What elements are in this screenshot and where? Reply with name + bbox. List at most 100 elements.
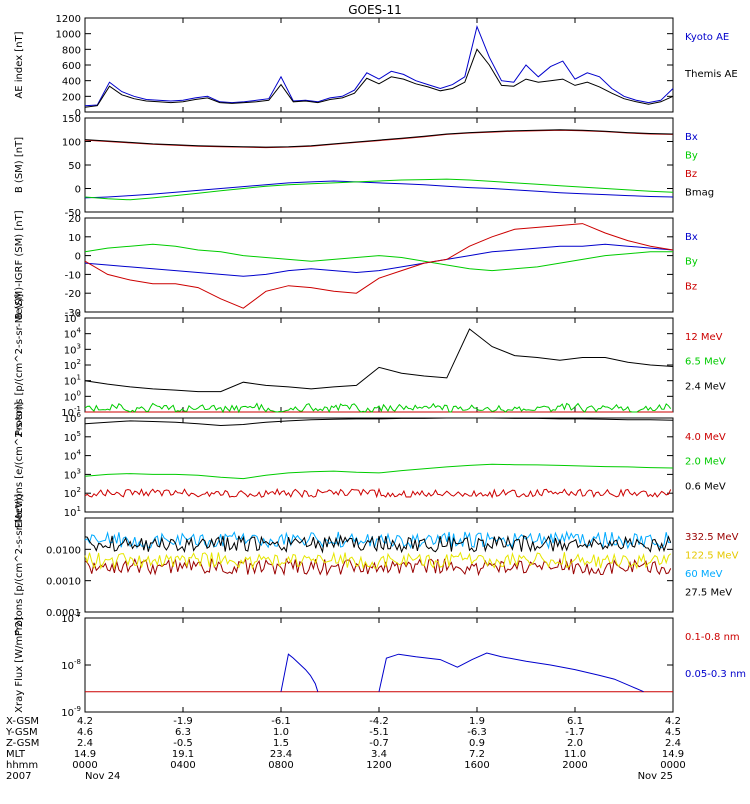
y-axis-label: B (SM)-IGRF (SM) [nT] <box>14 210 25 319</box>
x-axis-value: 3.4 <box>371 749 387 760</box>
legend-label: 122.5 MeV <box>685 551 739 562</box>
x-axis-value: -1.7 <box>565 727 585 738</box>
y-tick-label: 0.0100 <box>46 545 81 556</box>
series-line-2-0-mev <box>84 463 674 480</box>
x-axis-value: 1.0 <box>273 727 289 738</box>
y-tick-label: 1000 <box>56 30 81 41</box>
y-tick-label: 10-1 <box>61 405 81 419</box>
x-axis-value: -0.7 <box>369 738 389 749</box>
x-axis-row-label: Z-GSM <box>6 738 39 749</box>
legend-label: By <box>685 257 698 268</box>
legend-label: 332.5 MeV <box>685 532 739 543</box>
y-tick-label: 0 <box>75 252 81 263</box>
series-line-2-4-mev <box>84 328 674 393</box>
legend-label: Bmag <box>685 188 714 199</box>
panel-frame-0 <box>84 17 674 113</box>
y-tick-label: 150 <box>62 114 81 125</box>
y-tick-label: 106 <box>64 411 82 425</box>
y-tick-label: 10 <box>68 233 81 244</box>
x-axis-value: -6.3 <box>467 727 487 738</box>
series-line-27-5-mev <box>84 534 672 554</box>
legend-label: 27.5 MeV <box>685 588 732 599</box>
x-axis-value: Nov 24 <box>85 771 120 782</box>
x-axis-value: 14.9 <box>74 749 96 760</box>
series-line-kyoto-ae <box>84 24 674 107</box>
y-tick-label: 103 <box>64 342 81 356</box>
y-tick-label: 102 <box>64 358 81 372</box>
series-line-0-6-mev <box>84 417 674 427</box>
y-axis-label: AE index [nT] <box>14 31 25 98</box>
legend-label: Kyoto AE <box>685 32 729 43</box>
y-tick-label: 600 <box>62 61 81 72</box>
legend-label: 2.4 MeV <box>685 381 726 392</box>
x-axis-row-label: Y-GSM <box>5 727 38 738</box>
series-line-bz <box>84 223 674 309</box>
legend-label: 4.0 MeV <box>685 432 726 443</box>
x-axis-row-label: MLT <box>6 749 26 760</box>
y-axis-label: Electrons [e/(cm^2-s-sr)] <box>14 402 25 528</box>
x-axis-value: Nov 25 <box>638 771 673 782</box>
y-axis-label: B (SM) [nT] <box>14 137 25 193</box>
x-axis-value: 7.2 <box>469 749 485 760</box>
series-line-6-5-mev <box>84 402 672 414</box>
series-line-60-mev <box>84 530 671 550</box>
x-axis-value: 6.3 <box>175 727 191 738</box>
x-axis-value: -6.1 <box>271 716 291 727</box>
x-axis-value: 2000 <box>562 760 587 771</box>
series-line-bx <box>84 180 674 199</box>
y-tick-label: 20 <box>68 214 81 225</box>
x-axis-value: 4.5 <box>665 727 681 738</box>
series-line-themis-ae <box>84 48 674 108</box>
x-axis-value: 0000 <box>72 760 97 771</box>
x-axis-value: 23.4 <box>270 749 292 760</box>
y-tick-label: 100 <box>64 389 81 403</box>
y-tick-label: 105 <box>64 311 81 325</box>
y-tick-label: -20 <box>65 289 81 300</box>
x-axis-value: 14.9 <box>662 749 684 760</box>
y-tick-label: 101 <box>64 374 81 388</box>
y-tick-label: 50 <box>68 161 81 172</box>
y-tick-label: 0.0001 <box>46 608 81 619</box>
x-axis-value: 6.1 <box>567 716 583 727</box>
legend-label: Bz <box>685 281 697 292</box>
series-line-4-0-mev <box>84 487 672 499</box>
y-tick-label: 10-7 <box>61 611 81 625</box>
y-tick-label: 0 <box>75 108 81 119</box>
x-axis-value: 19.1 <box>172 749 194 760</box>
series-line-bmag <box>84 129 674 148</box>
series-line-0-05-0-3-nm <box>378 652 644 693</box>
panel-frame-2 <box>84 217 674 313</box>
x-axis-value: -1.9 <box>173 716 193 727</box>
legend-label: Bz <box>685 169 697 180</box>
y-axis-label: Xray Flux [W/m^2] <box>14 617 25 713</box>
legend-label: Themis AE <box>684 69 738 80</box>
y-tick-label: 800 <box>62 45 81 56</box>
x-axis-value: 0.9 <box>469 738 485 749</box>
y-tick-label: 101 <box>64 505 81 519</box>
legend-label: 0.6 MeV <box>685 481 726 492</box>
x-axis-value: 2.0 <box>567 738 583 749</box>
series-line-122-5-mev <box>84 551 672 570</box>
x-axis-value: 2.4 <box>665 738 681 749</box>
y-tick-label: 200 <box>62 92 81 103</box>
y-axis-label: Protons [p/(cm^2-s-sr-MeV)] <box>14 494 25 636</box>
y-tick-label: 400 <box>62 77 81 88</box>
series-line-0-05-0-3-nm <box>280 653 319 692</box>
x-axis-value: 0800 <box>268 760 293 771</box>
y-tick-label: -10 <box>65 270 81 281</box>
x-axis-value: 2.4 <box>77 738 93 749</box>
y-tick-label: 0.0010 <box>46 577 81 588</box>
y-tick-label: -50 <box>65 208 81 219</box>
y-tick-label: 1200 <box>56 14 81 25</box>
series-line-332-5-mev <box>84 557 672 577</box>
x-axis-value: 1.9 <box>469 716 485 727</box>
panel-frame-6 <box>84 617 674 713</box>
y-tick-label: 10-9 <box>61 705 81 719</box>
x-axis-row-label: hhmm <box>6 760 38 771</box>
x-axis-value: 0000 <box>660 760 685 771</box>
x-axis-value: 1200 <box>366 760 391 771</box>
legend-label: Bx <box>685 132 698 143</box>
x-axis-value: 4.2 <box>665 716 681 727</box>
y-tick-label: 104 <box>64 327 82 341</box>
